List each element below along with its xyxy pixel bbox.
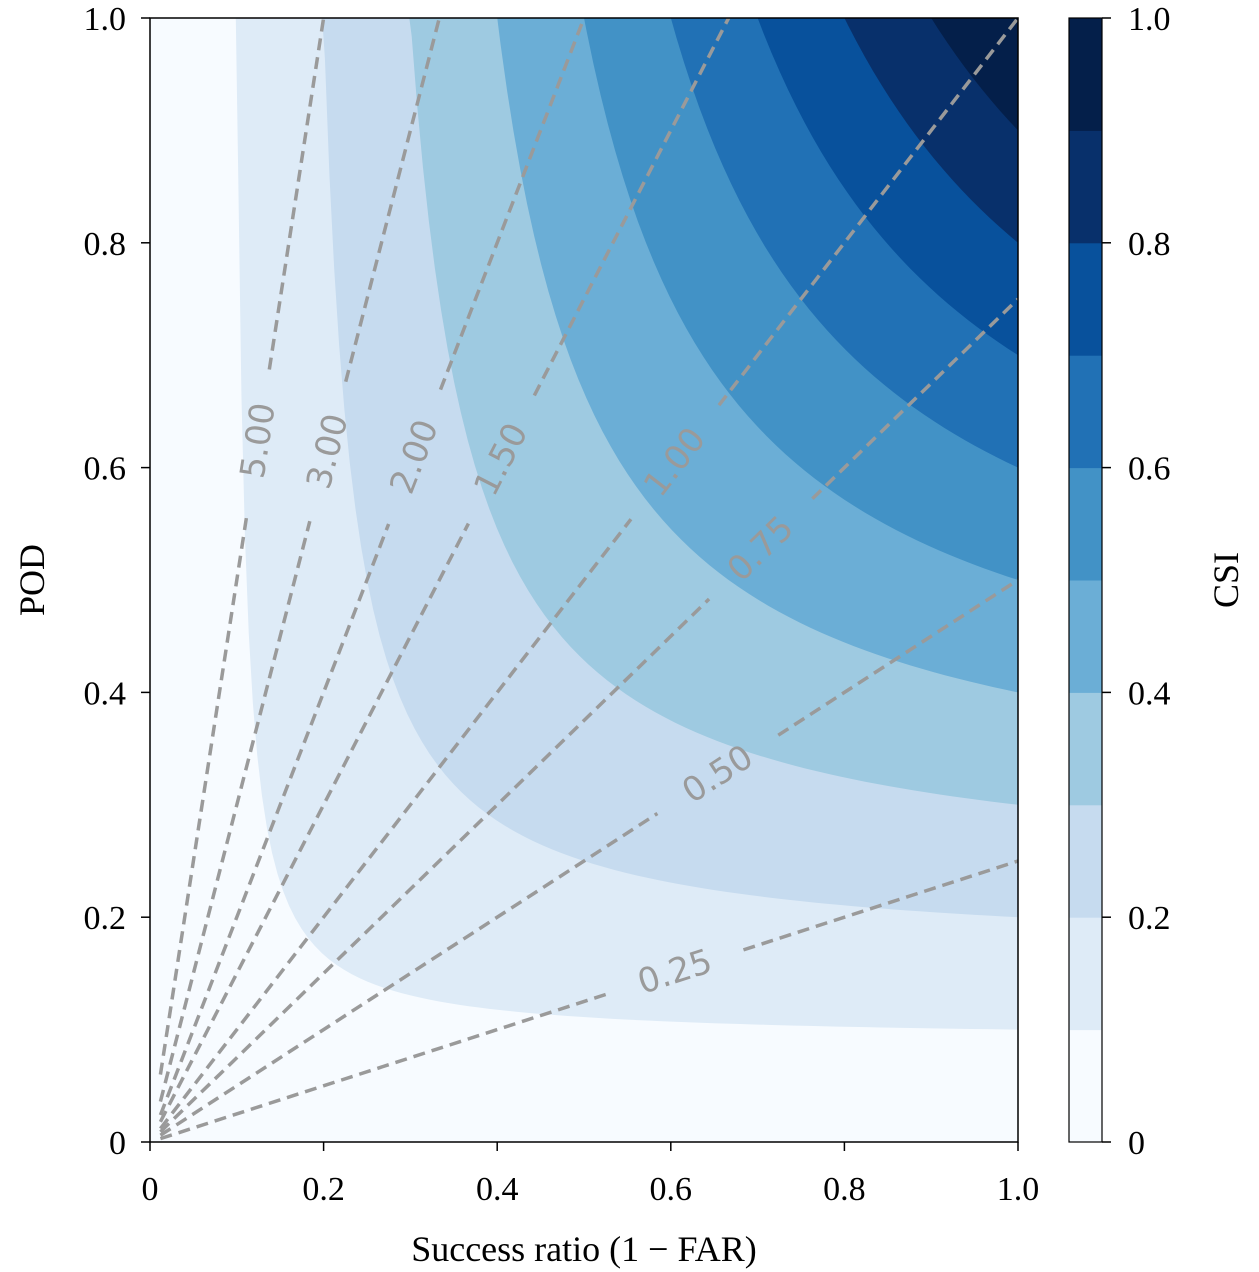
y-tick-label: 1.0 (84, 1, 127, 38)
bias-lines (158, 18, 1018, 1141)
x-axis: 0 0.2 0.4 0.6 0.8 1.0 (142, 1142, 1040, 1208)
colorbar-swatch-3 (1069, 692, 1102, 806)
colorbar-swatch-9 (1069, 18, 1102, 131)
y-tick-label: 0.6 (84, 451, 127, 488)
colorbar-tick-label: 0.8 (1128, 226, 1171, 263)
colorbar-frame (1068, 17, 1103, 1143)
colorbar-tick-label: 0 (1128, 1125, 1145, 1162)
plot-frame (149, 17, 1019, 1143)
y-tick-label: 0.4 (84, 675, 127, 712)
bias-line-0.50-segment-a (159, 812, 659, 1137)
bias-line-3.00-segment-a (158, 520, 312, 1102)
bias-line-0.75-segment-a (159, 597, 711, 1134)
x-axis-title: Success ratio (1 − FAR) (411, 1229, 757, 1269)
colorbar-swatch-8 (1069, 130, 1102, 244)
bias-line-0.25-segment-b (742, 859, 1018, 952)
bias-line-0.50-segment-b (777, 578, 1018, 737)
colorbar-tick-label: 0.2 (1128, 900, 1171, 937)
x-tick-label: 0.6 (650, 1171, 693, 1208)
bias-line-3.00-segment-b (344, 18, 442, 383)
x-tick-label: 0.4 (476, 1171, 519, 1208)
bias-line-1.50-segment-b (532, 18, 731, 397)
colorbar-swatch-0 (1069, 1029, 1102, 1143)
colorbar-tick-label: 0.4 (1128, 675, 1171, 712)
x-tick-label: 1.0 (997, 1171, 1040, 1208)
colorbar-tick-label: 0.6 (1128, 451, 1171, 488)
bias-line-1.00-segment-a (159, 518, 633, 1130)
bias-line-2.00-segment-b (438, 18, 586, 391)
x-tick-label: 0 (142, 1171, 159, 1208)
colorbar-swatch-1 (1069, 917, 1102, 1031)
colorbar-swatch-6 (1069, 355, 1102, 469)
y-tick-label: 0.2 (84, 900, 127, 937)
colorbar-swatch-4 (1069, 580, 1102, 693)
y-tick-label: 0 (109, 1125, 126, 1162)
x-tick-label: 0.8 (823, 1171, 866, 1208)
y-axis-title: POD (12, 544, 52, 616)
colorbar-swatch-5 (1069, 467, 1102, 581)
y-axis: 0 0.2 0.4 0.6 0.8 1.0 (84, 1, 150, 1162)
bias-line-1.00-segment-b (717, 18, 1018, 407)
bias-line-1.50-segment-a (158, 522, 470, 1123)
bias-line-2.00-segment-a (158, 523, 391, 1116)
colorbar: 0 0.2 0.4 0.6 0.8 1.0 (1068, 1, 1171, 1162)
colorbar-title: CSI (1206, 552, 1246, 608)
x-tick-label: 0.2 (302, 1171, 345, 1208)
bias-line-0.25-segment-a (159, 992, 608, 1141)
bias-line-5.00-segment-b (267, 18, 326, 370)
colorbar-swatch-2 (1069, 804, 1102, 918)
colorbar-swatch-7 (1069, 242, 1102, 356)
colorbar-tick-label: 1.0 (1128, 1, 1171, 38)
y-tick-label: 0.8 (84, 226, 127, 263)
bias-line-0.75-segment-b (811, 297, 1018, 500)
